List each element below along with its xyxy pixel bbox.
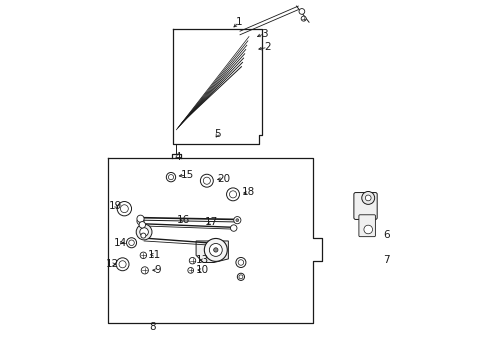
Circle shape	[239, 275, 243, 279]
Text: 12: 12	[106, 259, 119, 269]
Circle shape	[235, 219, 238, 222]
Circle shape	[237, 273, 244, 280]
Circle shape	[116, 258, 129, 271]
Circle shape	[229, 191, 236, 198]
Text: 20: 20	[217, 174, 230, 184]
Text: 3: 3	[261, 29, 267, 39]
Circle shape	[139, 222, 145, 228]
Text: 5: 5	[214, 129, 221, 139]
Text: 13: 13	[196, 255, 209, 265]
Text: 10: 10	[196, 265, 209, 275]
Circle shape	[213, 248, 218, 252]
Circle shape	[235, 257, 245, 267]
Circle shape	[238, 260, 243, 265]
Circle shape	[120, 205, 128, 213]
Circle shape	[137, 215, 144, 222]
Circle shape	[139, 220, 142, 223]
Text: 1: 1	[235, 17, 242, 27]
Circle shape	[233, 217, 241, 224]
Circle shape	[189, 257, 195, 264]
Text: 16: 16	[177, 215, 190, 225]
Text: 8: 8	[149, 322, 156, 332]
Circle shape	[168, 175, 173, 180]
Polygon shape	[196, 241, 228, 262]
Circle shape	[126, 238, 136, 248]
Circle shape	[204, 238, 227, 261]
FancyBboxPatch shape	[353, 193, 376, 220]
Circle shape	[301, 16, 305, 21]
Circle shape	[200, 174, 213, 187]
Circle shape	[365, 195, 370, 201]
Circle shape	[166, 172, 175, 182]
Text: 4: 4	[175, 152, 181, 162]
Circle shape	[187, 267, 193, 273]
Circle shape	[209, 243, 222, 256]
Circle shape	[298, 9, 304, 14]
Text: 14: 14	[114, 238, 127, 248]
Circle shape	[141, 233, 145, 238]
Circle shape	[141, 267, 148, 274]
Circle shape	[128, 240, 134, 246]
Circle shape	[361, 192, 374, 204]
FancyBboxPatch shape	[358, 215, 375, 237]
Text: 17: 17	[204, 217, 218, 227]
Circle shape	[230, 225, 237, 231]
Text: 7: 7	[382, 255, 388, 265]
Circle shape	[363, 225, 372, 234]
Text: 15: 15	[180, 170, 193, 180]
Circle shape	[119, 261, 126, 268]
Circle shape	[136, 224, 152, 240]
Circle shape	[203, 177, 210, 184]
Text: 18: 18	[242, 187, 255, 197]
Text: 6: 6	[382, 230, 388, 239]
Circle shape	[140, 228, 148, 236]
Circle shape	[226, 188, 239, 201]
Circle shape	[137, 218, 144, 225]
Text: 11: 11	[148, 249, 161, 260]
Circle shape	[117, 202, 131, 216]
Text: 19: 19	[108, 201, 122, 211]
Circle shape	[140, 252, 146, 258]
Text: 2: 2	[264, 42, 270, 52]
Text: 9: 9	[154, 265, 161, 275]
